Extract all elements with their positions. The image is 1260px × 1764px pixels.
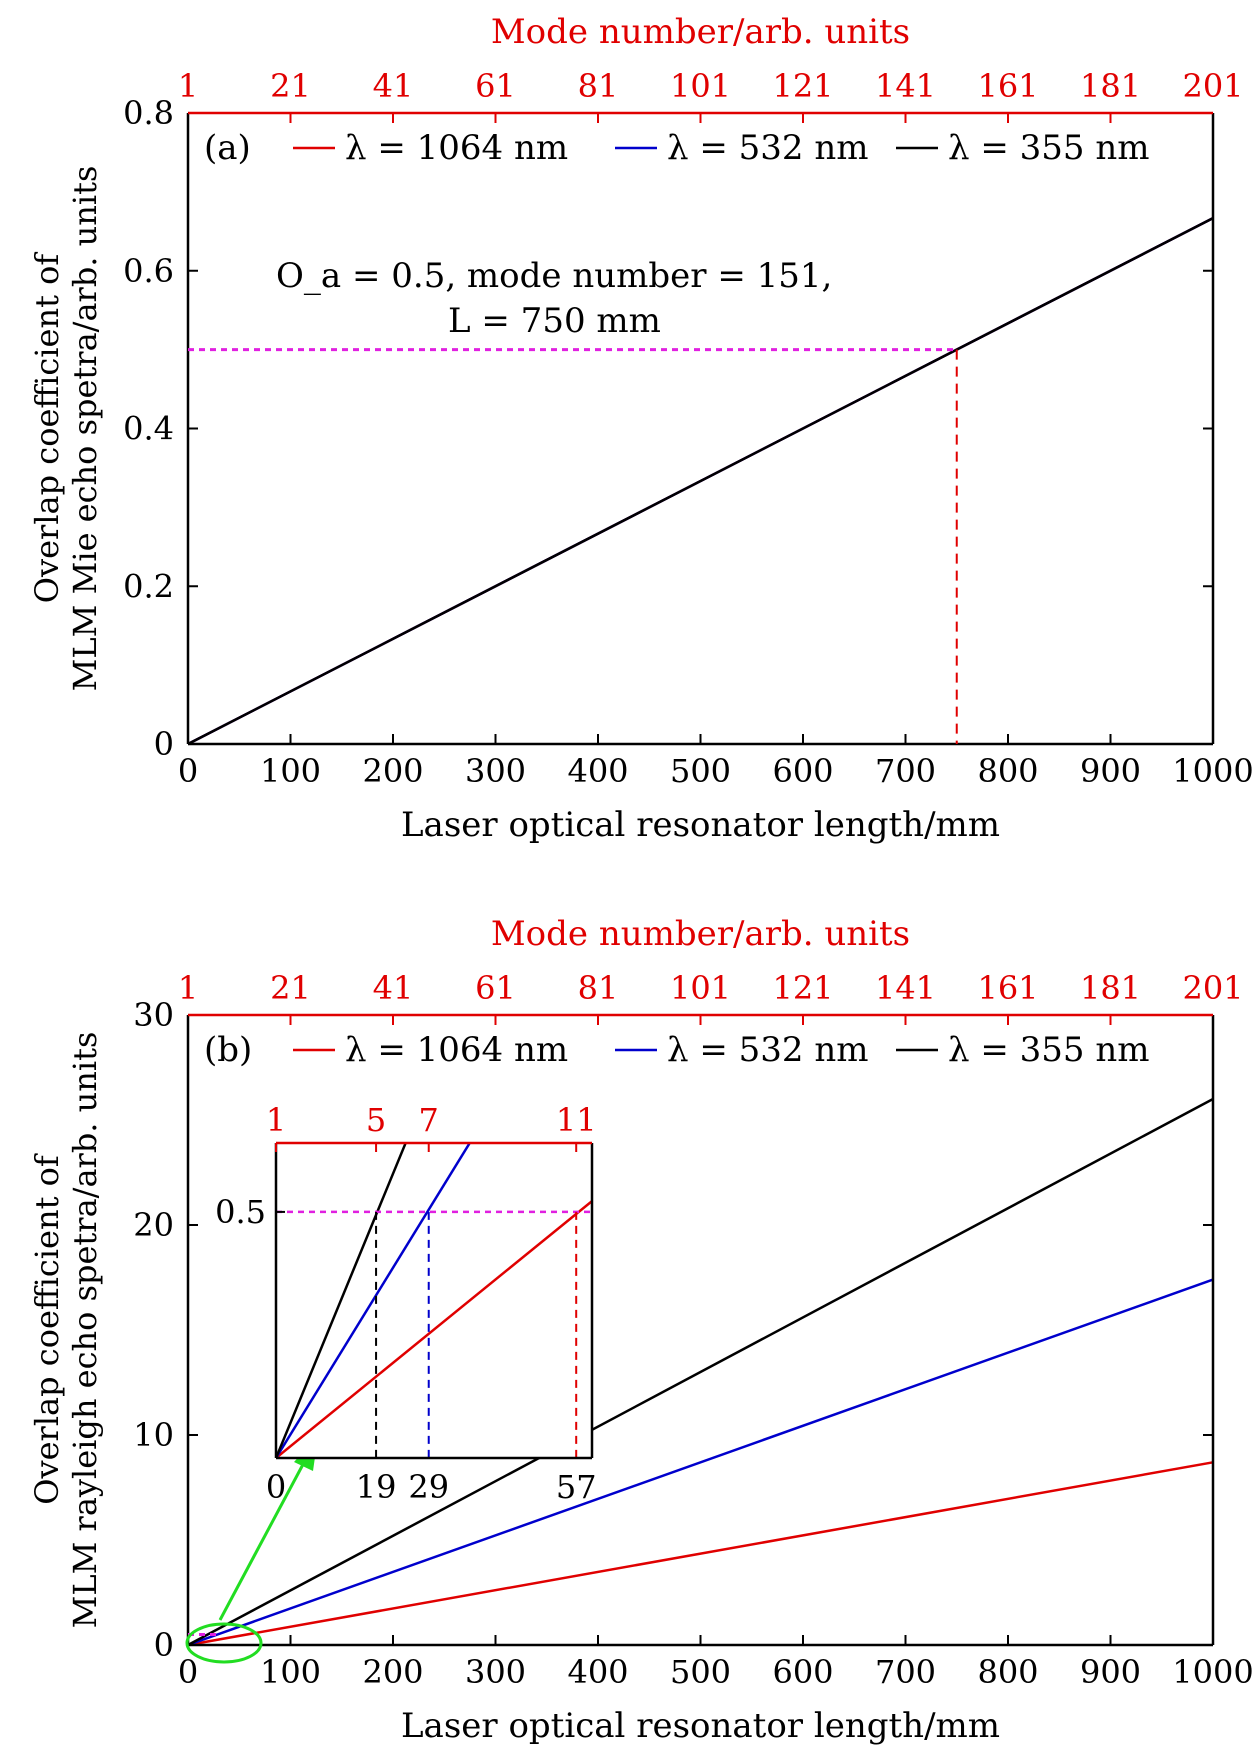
x-tick-label: 0 (178, 752, 198, 790)
inset-background (276, 1143, 592, 1458)
inset-plot-area (276, 1143, 592, 1458)
y-axis-title: Overlap coefficient of (28, 252, 66, 604)
y-tick-label: 0.2 (123, 567, 174, 605)
top-tick-label: 121 (772, 969, 833, 1007)
series-line (187, 217, 1214, 746)
x-tick-label: 800 (977, 1653, 1038, 1691)
x-tick-label: 700 (875, 752, 936, 790)
x-tick-label: 500 (670, 1653, 731, 1691)
zoom-ellipse (185, 1622, 263, 1664)
top-tick-label: 141 (875, 969, 936, 1007)
top-axis-title: Mode number/arb. units (491, 12, 910, 52)
x-tick-label: 100 (260, 752, 321, 790)
x-tick-label: 100 (260, 1653, 321, 1691)
legend-label: λ = 532 nm (667, 128, 869, 168)
top-tick-label: 41 (373, 67, 414, 105)
x-tick-label: 800 (977, 752, 1038, 790)
zoom-arrow (218, 1454, 310, 1621)
x-tick-label: 400 (567, 752, 628, 790)
annotation-text: L = 750 mm (448, 301, 661, 341)
inset-chart: 0 19 29 57 1 5 7 11 0.5 (215, 1101, 597, 1506)
series-line (187, 1278, 1214, 1647)
panel-label: (a) (204, 128, 251, 168)
top-tick-label: 81 (578, 67, 619, 105)
y-tick-label: 0 (154, 725, 174, 763)
top-tick-label: 201 (1182, 67, 1243, 105)
x-tick-label: 300 (465, 752, 526, 790)
y-axis-title: MLM rayleigh echo spetra/arb. units (66, 1032, 104, 1629)
legend-label: λ = 1064 nm (345, 128, 568, 168)
top-tick-label: 21 (270, 969, 311, 1007)
top-tick-label: 61 (475, 969, 516, 1007)
top-tick-label: 21 (270, 67, 311, 105)
x-axis-title: Laser optical resonator length/mm (401, 1706, 1000, 1746)
x-tick-label: 700 (875, 1653, 936, 1691)
series-line (187, 1097, 1214, 1647)
x-tick-label: 900 (1080, 1653, 1141, 1691)
inset-top-tick-label: 5 (366, 1101, 386, 1139)
panel-b: 0 100 200 300 400 500 600 700 800 900 100001020301… (28, 914, 1254, 1746)
top-axis-title: Mode number/arb. units (491, 914, 910, 954)
top-tick-label: 61 (475, 67, 516, 105)
x-tick-label: 1000 (1172, 752, 1253, 790)
inset-top-tick-label: 7 (419, 1101, 439, 1139)
legend-label: λ = 1064 nm (345, 1030, 568, 1070)
top-tick-label: 161 (977, 67, 1038, 105)
x-axis-title: Laser optical resonator length/mm (401, 805, 1000, 845)
legend-label: λ = 532 nm (667, 1030, 869, 1070)
x-tick-label: 600 (772, 752, 833, 790)
top-tick-label: 141 (875, 67, 936, 105)
top-tick-label: 181 (1080, 67, 1141, 105)
y-tick-label: 30 (133, 996, 174, 1034)
inset-series-line (276, 1143, 407, 1458)
panel-a: 0 100 200 300 400 500 600 700 800 900 1000 0 0.2 0.4 0… (28, 12, 1254, 845)
x-tick-label: 600 (772, 1653, 833, 1691)
inset-top-tick-label: 1 (266, 1101, 286, 1139)
top-tick-label: 161 (977, 969, 1038, 1007)
top-tick-label: 101 (670, 67, 731, 105)
annotation-text: O_a = 0.5, mode number = 151, (276, 256, 832, 296)
top-tick-label: 101 (670, 969, 731, 1007)
inset-x-tick-label: 0 (266, 1468, 286, 1506)
x-tick-label: 500 (670, 752, 731, 790)
series-line (187, 1461, 1214, 1647)
y-tick-label: 0.8 (123, 94, 174, 132)
y-axis-title: MLM Mie echo spetra/arb. units (66, 166, 104, 692)
y-tick-label: 0.6 (123, 252, 174, 290)
top-tick-label: 181 (1080, 969, 1141, 1007)
top-tick-label: 121 (772, 67, 833, 105)
x-tick-label: 400 (567, 1653, 628, 1691)
x-tick-label: 200 (362, 1653, 423, 1691)
y-axis-title: Overlap coefficient of (28, 1153, 66, 1505)
x-tick-label: 300 (465, 1653, 526, 1691)
x-tick-label: 200 (362, 752, 423, 790)
y-tick-label: 20 (133, 1206, 174, 1244)
inset-x-tick-label: 19 (356, 1468, 397, 1506)
legend-label: λ = 355 nm (948, 1030, 1150, 1070)
x-tick-label: 0 (178, 1653, 198, 1691)
top-tick-label: 1 (178, 67, 198, 105)
inset-x-tick-label: 57 (556, 1468, 597, 1506)
legend-label: λ = 355 nm (948, 128, 1150, 168)
inset-y-tick-label: 0.5 (215, 1193, 266, 1231)
inset-x-tick-label: 29 (408, 1468, 449, 1506)
y-tick-label: 0 (154, 1626, 174, 1664)
y-tick-label: 10 (133, 1416, 174, 1454)
x-tick-label: 1000 (1172, 1653, 1253, 1691)
panel-label: (b) (204, 1030, 252, 1070)
inset-series-line (276, 1143, 472, 1458)
top-tick-label: 81 (578, 969, 619, 1007)
top-tick-label: 41 (373, 969, 414, 1007)
y-tick-label: 0.4 (123, 410, 174, 448)
x-tick-label: 900 (1080, 752, 1141, 790)
inset-top-tick-label: 11 (556, 1101, 597, 1139)
inset-series-line (276, 1200, 592, 1458)
top-tick-label: 201 (1182, 969, 1243, 1007)
top-tick-label: 1 (178, 969, 198, 1007)
